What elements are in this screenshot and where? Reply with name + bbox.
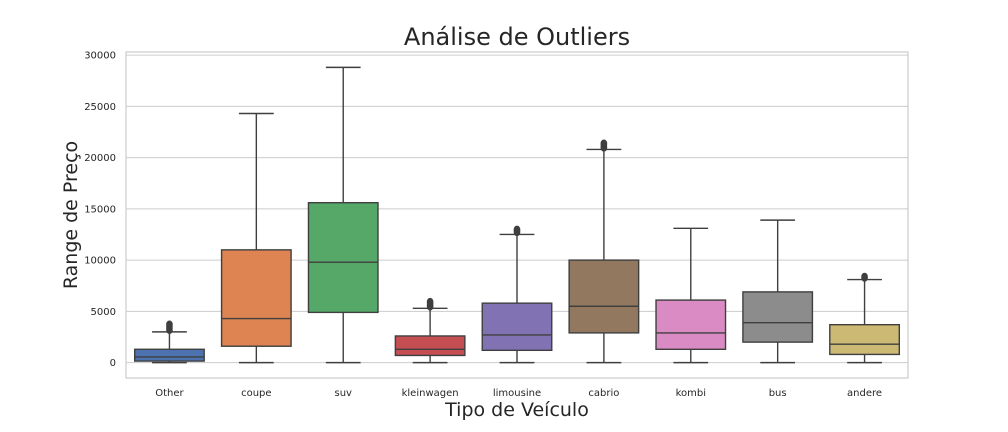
iqr-box (742, 291, 814, 343)
chart-title: Análise de Outliers (404, 23, 630, 51)
box-suv (307, 66, 379, 364)
iqr-box (133, 348, 205, 362)
y-tick-label: 10000 (84, 256, 116, 267)
x-tick-label: suv (334, 388, 352, 399)
x-tick-label: limousine (493, 388, 541, 399)
box-other (133, 320, 205, 364)
y-tick-label: 20000 (84, 153, 116, 164)
box-andere (829, 272, 901, 364)
outlier-point (513, 225, 521, 234)
x-tick-label: kleinwagen (402, 388, 459, 399)
outlier-point (600, 139, 608, 147)
iqr-box (568, 259, 640, 334)
y-tick-label: 30000 (84, 51, 116, 62)
y-axis-label: Range de Preço (60, 141, 82, 289)
iqr-box (220, 249, 292, 347)
iqr-box (307, 201, 379, 314)
x-tick-label: kombi (676, 388, 706, 399)
box-bus (742, 219, 814, 364)
box-limousine (481, 225, 553, 364)
box-series (133, 66, 901, 364)
y-axis-ticks: 0 5000 10000 15000 20000 25000 30000 (84, 51, 116, 370)
iqr-box (829, 323, 901, 356)
y-tick-label: 25000 (84, 102, 116, 113)
iqr-box (655, 299, 727, 350)
plot-frame (125, 51, 909, 379)
y-tick-label: 5000 (91, 307, 116, 318)
x-tick-label: bus (769, 388, 787, 399)
box-cabrio (568, 139, 640, 364)
iqr-box (481, 302, 553, 352)
x-axis-label: Tipo de Veículo (444, 399, 589, 421)
x-tick-label: andere (847, 388, 882, 399)
outlier-point (861, 272, 868, 281)
x-axis-ticks: Other coupe suv kleinwagen limousine cabrio ko… (155, 388, 882, 399)
x-tick-label: cabrio (588, 388, 619, 399)
x-tick-label: Other (155, 388, 184, 399)
box-kleinwagen (394, 297, 466, 364)
box-kombi (655, 227, 727, 364)
outlier-point (166, 320, 173, 328)
box-coupe (220, 112, 292, 364)
x-tick-label: coupe (241, 388, 271, 399)
y-tick-label: 0 (110, 358, 116, 369)
outlier-point (426, 297, 434, 306)
y-tick-label: 15000 (84, 204, 116, 215)
iqr-box (394, 335, 466, 357)
